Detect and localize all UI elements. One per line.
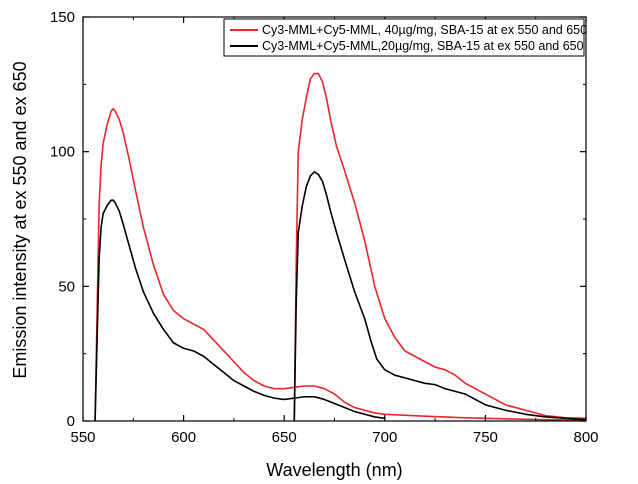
y-tick-label: 150: [50, 9, 75, 26]
legend-label-2: Cy3-MML+Cy5-MML,20µg/mg, SBA-15 at ex 55…: [262, 39, 584, 53]
y-tick-label: 100: [50, 144, 75, 161]
y-axis-title: Emission intensity at ex 550 and ex 650: [10, 61, 30, 378]
x-tick-label: 750: [473, 429, 498, 446]
series-2-line-2: [293, 171, 586, 421]
y-tick-label: 50: [58, 278, 75, 295]
series-1-line-2: [293, 72, 586, 421]
x-axis-title: Wavelength (nm): [266, 460, 402, 480]
x-tick-label: 600: [171, 429, 196, 446]
legend-box: [223, 18, 585, 57]
legend-label-1: Cy3-MML+Cy5-MML, 40µg/mg, SBA-15 at ex 5…: [262, 23, 587, 37]
series-2-line-1: [94, 199, 386, 421]
y-tick-label: 0: [67, 413, 75, 430]
plot-frame: [82, 16, 587, 422]
x-tick-label: 650: [272, 429, 297, 446]
x-tick-label: 800: [573, 429, 598, 446]
x-tick-label: 700: [372, 429, 397, 446]
legend: Cy3-MML+Cy5-MML, 40µg/mg, SBA-15 at ex 5…: [223, 18, 587, 57]
series-1-line-1: [94, 107, 386, 421]
x-tick-label: 550: [70, 429, 95, 446]
series-layer: [94, 72, 586, 421]
series-2: [94, 171, 586, 421]
